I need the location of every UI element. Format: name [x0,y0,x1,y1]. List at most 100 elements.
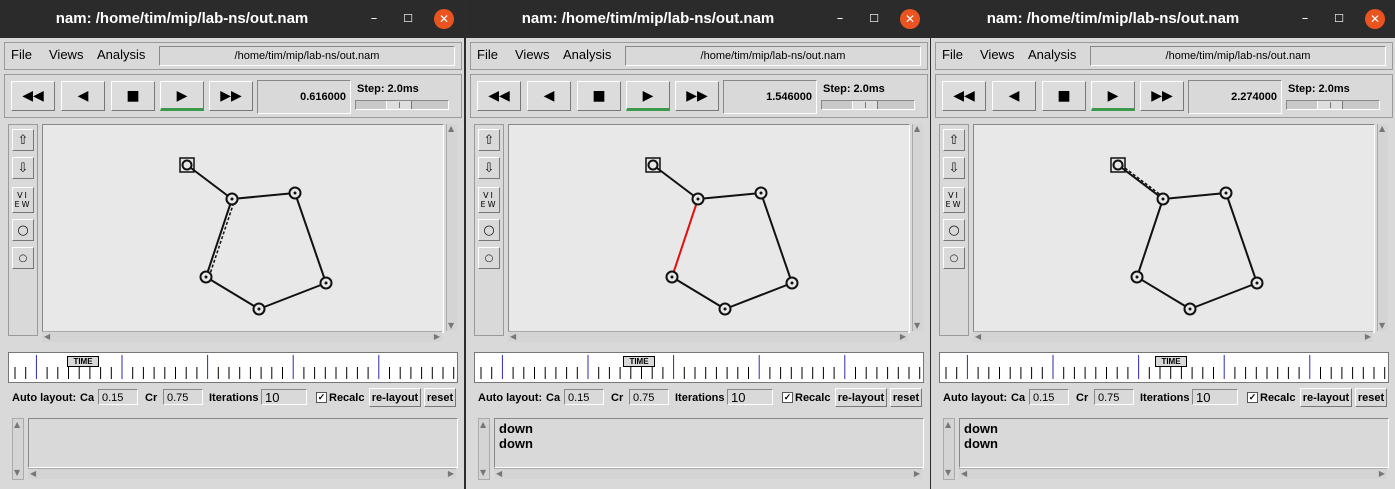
node[interactable] [647,159,659,171]
scroll-up-icon[interactable]: ▲ [914,124,921,133]
reset-button[interactable]: reset [1355,388,1387,407]
scroll-left-icon[interactable]: ◀ [510,332,517,341]
iterations-input[interactable]: 10 [261,389,307,405]
scroll-right-icon[interactable]: ▶ [433,332,440,341]
menu-views[interactable]: Views [980,47,1015,62]
maximize-icon[interactable]: ☐ [869,12,879,25]
node-large-icon[interactable]: ○ [478,219,500,241]
reset-button[interactable]: reset [890,388,922,407]
title-bar[interactable]: nam: /home/tim/mip/lab-ns/out.nam – ☐ ✕ [0,0,464,38]
minimize-icon[interactable]: – [836,11,844,26]
canvas-vertical-scrollbar[interactable]: ▲ ▼ [446,124,457,331]
re-layout-button[interactable]: re-layout [835,388,887,407]
canvas-horizontal-scrollbar[interactable]: ◀ ▶ [508,331,908,342]
scroll-left-icon[interactable]: ◀ [975,332,982,341]
cr-input[interactable]: 0.75 [163,389,203,405]
timeline-time-marker[interactable]: TIME [623,356,655,367]
link[interactable] [1189,282,1258,310]
zoom-in-icon[interactable]: ⇧ [943,129,965,151]
canvas-horizontal-scrollbar[interactable]: ◀ ▶ [973,331,1373,342]
stop-button[interactable]: ■ [1042,81,1086,111]
output-horizontal-scrollbar[interactable]: ◀ ▶ [959,468,1387,479]
recalc-checkbox[interactable]: ✓ [1247,392,1258,403]
scroll-right-icon[interactable]: ▶ [899,332,906,341]
node-small-icon[interactable]: ○ [943,247,965,269]
timeline[interactable]: TIME [474,352,924,383]
step-back-button[interactable]: ◀ [61,81,105,111]
step-back-button[interactable]: ◀ [992,81,1036,111]
zoom-in-icon[interactable]: ⇧ [478,129,500,151]
minimize-icon[interactable]: – [1301,11,1309,26]
close-icon[interactable]: ✕ [900,9,920,29]
output-horizontal-scrollbar[interactable]: ◀ ▶ [28,468,456,479]
step-back-button[interactable]: ◀ [527,81,571,111]
timeline-time-marker[interactable]: TIME [67,356,99,367]
maximize-icon[interactable]: ☐ [1334,12,1344,25]
menu-views[interactable]: Views [515,47,550,62]
canvas-vertical-scrollbar[interactable]: ▲ ▼ [1377,124,1388,331]
close-icon[interactable]: ✕ [1365,9,1385,29]
link[interactable] [258,282,327,310]
cr-input[interactable]: 0.75 [629,389,669,405]
rewind-button[interactable]: ◀◀ [942,81,986,111]
zoom-out-icon[interactable]: ⇩ [478,157,500,179]
output-log[interactable]: down down [959,418,1389,468]
output-scroll-right-icon[interactable]: ▶ [1378,469,1385,478]
ca-input[interactable]: 0.15 [98,389,138,405]
stop-button[interactable]: ■ [577,81,621,111]
link[interactable] [724,282,793,310]
link[interactable] [205,198,233,278]
scroll-down-icon[interactable]: ▼ [1379,321,1386,330]
play-button[interactable]: ▶ [1091,81,1135,111]
menu-file[interactable]: File [11,47,32,62]
scroll-right-icon[interactable]: ▶ [1364,332,1371,341]
output-scroll-down-icon[interactable]: ▼ [14,468,21,477]
link[interactable] [205,276,260,310]
view-icon[interactable]: VI EW [943,187,965,213]
output-scroll-left-icon[interactable]: ◀ [961,469,968,478]
recalc-checkbox[interactable]: ✓ [782,392,793,403]
output-vertical-scrollbar[interactable]: ▲ ▼ [12,418,24,480]
node-square[interactable] [645,157,661,173]
output-scroll-up-icon[interactable]: ▲ [14,420,21,429]
zoom-out-icon[interactable]: ⇩ [12,157,34,179]
link[interactable] [231,192,296,200]
output-log[interactable] [28,418,458,468]
view-icon[interactable]: VI EW [12,187,34,213]
network-canvas[interactable] [42,124,444,333]
fast-forward-button[interactable]: ▶▶ [209,81,253,111]
menu-file[interactable]: File [477,47,498,62]
timeline[interactable]: TIME [8,352,458,383]
output-scroll-up-icon[interactable]: ▲ [945,420,952,429]
node-square[interactable] [179,157,195,173]
fast-forward-button[interactable]: ▶▶ [675,81,719,111]
step-slider[interactable] [1286,100,1380,110]
node-small-icon[interactable]: ○ [478,247,500,269]
link[interactable] [294,192,327,284]
link[interactable] [1162,192,1227,200]
scroll-up-icon[interactable]: ▲ [1379,124,1386,133]
output-log[interactable]: down down [494,418,924,468]
scroll-down-icon[interactable]: ▼ [914,321,921,330]
close-icon[interactable]: ✕ [434,9,454,29]
menu-analysis[interactable]: Analysis [97,47,146,62]
network-canvas[interactable] [508,124,910,333]
output-scroll-right-icon[interactable]: ▶ [913,469,920,478]
node-small-icon[interactable]: ○ [12,247,34,269]
recalc-checkbox[interactable]: ✓ [316,392,327,403]
link[interactable] [1225,192,1258,284]
node[interactable] [181,159,193,171]
zoom-in-icon[interactable]: ⇧ [12,129,34,151]
cr-input[interactable]: 0.75 [1094,389,1134,405]
ca-input[interactable]: 0.15 [1029,389,1069,405]
step-slider[interactable] [821,100,915,110]
re-layout-button[interactable]: re-layout [1300,388,1352,407]
scroll-left-icon[interactable]: ◀ [44,332,51,341]
step-slider[interactable] [355,100,449,110]
output-vertical-scrollbar[interactable]: ▲ ▼ [478,418,490,480]
output-horizontal-scrollbar[interactable]: ◀ ▶ [494,468,922,479]
link[interactable] [697,192,762,200]
menu-views[interactable]: Views [49,47,84,62]
scroll-up-icon[interactable]: ▲ [448,124,455,133]
output-scroll-right-icon[interactable]: ▶ [447,469,454,478]
